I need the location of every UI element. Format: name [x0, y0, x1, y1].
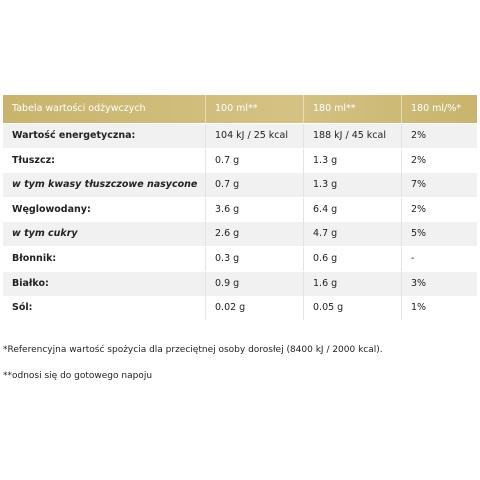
- cell-value: 2.6 g: [215, 228, 240, 240]
- header-cell: 180 ml/%*: [411, 103, 462, 114]
- column-separator: [401, 197, 402, 222]
- column-separator: [205, 271, 206, 296]
- column-separator: [303, 247, 304, 271]
- cell-value: 3%: [411, 277, 427, 289]
- table-row: [3, 247, 477, 271]
- cell-value: 4.7 g: [313, 228, 338, 240]
- cell-value: 104 kJ / 25 kcal: [215, 130, 288, 141]
- cell-value: 5%: [411, 228, 427, 240]
- row-label: Tłuszcz:: [12, 154, 55, 166]
- column-separator: [303, 197, 304, 222]
- cell-value: 188 kJ / 45 kcal: [313, 130, 386, 141]
- table-row: [3, 124, 477, 148]
- cell-value: 1.6 g: [313, 277, 338, 289]
- row-label: Wartość energetyczna:: [12, 130, 136, 141]
- column-separator: [401, 148, 402, 173]
- row-label: Błonnik:: [12, 253, 57, 264]
- cell-value: 0.05 g: [313, 302, 344, 314]
- column-separator: [205, 148, 206, 173]
- header-cell: Tabela wartości odżywczych: [12, 103, 146, 114]
- cell-value: -: [411, 253, 415, 264]
- cell-value: 1.3 g: [313, 179, 338, 191]
- table-row: [3, 149, 477, 173]
- cell-value: 0.6 g: [313, 253, 338, 264]
- column-separator: [303, 222, 304, 247]
- row-label: Białko:: [12, 277, 49, 289]
- column-separator: [401, 124, 402, 148]
- cell-value: 1%: [411, 302, 427, 314]
- cell-value: 0.7 g: [215, 179, 240, 191]
- column-separator: [205, 296, 206, 321]
- column-separator: [303, 173, 304, 198]
- footnote: *Referencyjna wartość spożycia dla przec…: [3, 345, 383, 355]
- column-separator: [303, 271, 304, 296]
- column-separator: [205, 124, 206, 148]
- cell-value: 2%: [411, 130, 427, 141]
- column-separator: [303, 148, 304, 173]
- cell-value: 2%: [411, 203, 427, 215]
- header-cell: 100 ml**: [215, 103, 258, 114]
- column-separator: [205, 173, 206, 198]
- column-separator: [401, 296, 402, 321]
- cell-value: 0.7 g: [215, 154, 240, 166]
- table-row: [3, 173, 477, 198]
- cell-value: 7%: [411, 179, 427, 191]
- cell-value: 0.9 g: [215, 277, 240, 289]
- table-header: [3, 95, 477, 123]
- column-separator: [401, 247, 402, 271]
- column-separator: [401, 222, 402, 247]
- row-label: Węglowodany:: [12, 203, 91, 215]
- column-separator: [303, 124, 304, 148]
- footnote: **odnosi się do gotowego napoju: [3, 371, 153, 381]
- row-label: w tym cukry: [12, 228, 78, 240]
- cell-value: 3.6 g: [215, 203, 240, 215]
- column-separator: [303, 296, 304, 321]
- cell-value: 0.3 g: [215, 253, 240, 264]
- header-separator: [205, 95, 206, 123]
- header-cell: 180 ml**: [313, 103, 356, 114]
- column-separator: [401, 173, 402, 198]
- table-row: [3, 222, 477, 247]
- cell-value: 0.02 g: [215, 302, 246, 314]
- column-separator: [205, 222, 206, 247]
- column-separator: [205, 197, 206, 222]
- cell-value: 2%: [411, 154, 427, 166]
- header-separator: [303, 95, 304, 123]
- row-label: Sól:: [12, 302, 33, 314]
- column-separator: [401, 271, 402, 296]
- cell-value: 1.3 g: [313, 154, 338, 166]
- header-separator: [401, 95, 402, 123]
- table-row: [3, 271, 477, 296]
- column-separator: [205, 247, 206, 271]
- cell-value: 6.4 g: [313, 203, 338, 215]
- row-label: w tym kwasy tłuszczowe nasycone: [12, 179, 198, 191]
